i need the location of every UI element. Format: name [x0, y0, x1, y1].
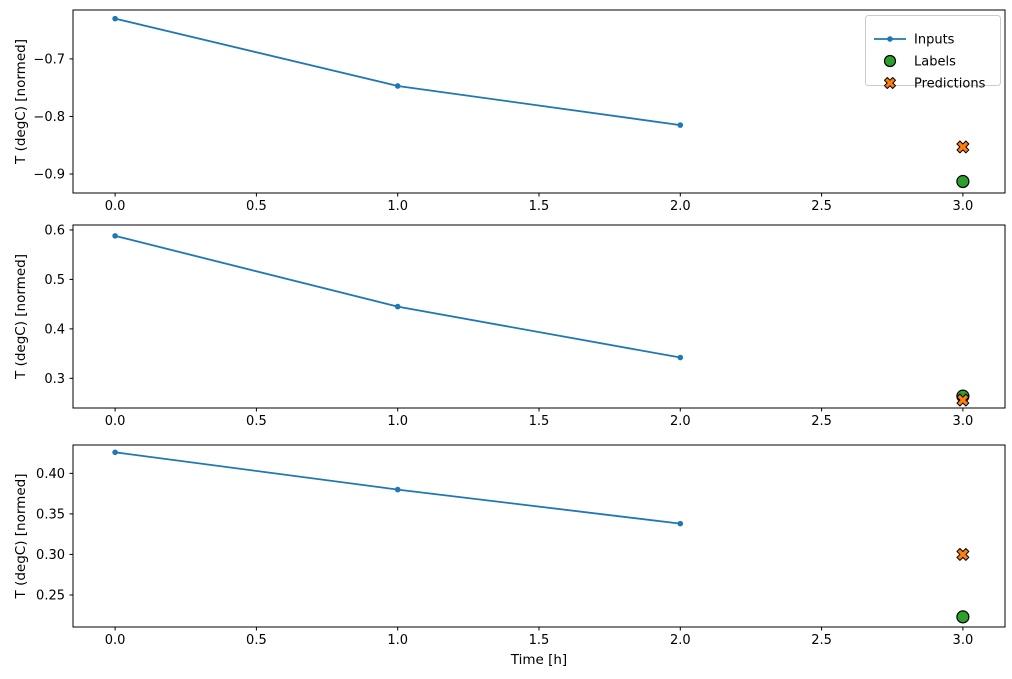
x-tick-label: 1.0 — [387, 199, 408, 214]
inputs-point-marker — [677, 520, 684, 527]
legend: Inputs Labels Predictions — [865, 15, 1001, 92]
y-tick-label: 0.40 — [36, 467, 65, 482]
y-tick-label: 0.3 — [44, 372, 65, 387]
y-tick-label: −0.8 — [33, 110, 65, 125]
x-tick-label: 0.0 — [105, 633, 126, 648]
legend-item-label: Predictions — [914, 77, 986, 92]
inputs-point-marker — [394, 303, 401, 310]
x-tick-label: 0.0 — [105, 414, 126, 429]
y-tick-label: 0.25 — [36, 588, 65, 603]
inputs-line — [114, 235, 681, 359]
y-axis-label: T (degC) [normed] — [13, 254, 29, 380]
inputs-point-marker — [112, 15, 118, 22]
y-axis-label: T (degC) [normed] — [13, 39, 29, 165]
inputs-point-marker — [112, 449, 118, 456]
axes-frame — [72, 444, 1006, 628]
x-tick-label: 3.0 — [953, 199, 974, 214]
x-tick-label: 2.0 — [670, 414, 691, 429]
x-tick-label: 3.0 — [953, 414, 974, 429]
subplot-bottom: 0.0 0.5 1.0 1.5 2.0 2.5 3.0 0.25 0.30 0.35 0.40 T (… — [13, 444, 1006, 668]
y-tick-label: 0.6 — [44, 223, 65, 238]
y-tick-label: −0.7 — [33, 52, 65, 67]
x-tick-label: 3.0 — [953, 633, 974, 648]
y-axis-label: T (degC) [normed] — [13, 474, 29, 600]
legend-box — [865, 15, 1001, 86]
legend-item-label: Labels — [914, 55, 956, 70]
x-tick-label: 0.5 — [246, 199, 267, 214]
x-tick-label: 1.0 — [387, 633, 408, 648]
inputs-line — [114, 17, 681, 126]
x-tick-label: 2.5 — [811, 414, 832, 429]
labels-marker — [956, 174, 970, 189]
labels-marker — [956, 610, 970, 624]
inputs-point-marker — [394, 83, 401, 89]
x-tick-label: 1.0 — [387, 414, 408, 429]
x-tick-label: 2.5 — [811, 633, 832, 648]
y-tick-label: 0.30 — [36, 548, 65, 563]
x-tick-label: 0.5 — [246, 414, 267, 429]
y-tick-label: 0.4 — [44, 322, 65, 337]
inputs-point-marker — [112, 233, 118, 239]
x-tick-label: 0.5 — [246, 633, 267, 648]
x-tick-label: 2.0 — [670, 633, 691, 648]
legend-predictions-x-sample — [883, 76, 897, 90]
predictions-marker — [956, 140, 970, 154]
x-tick-label: 1.5 — [529, 633, 550, 648]
y-tick-label: 0.35 — [36, 507, 65, 522]
legend-item-label: Inputs — [914, 33, 955, 48]
inputs-point-marker — [677, 122, 684, 128]
x-tick-label: 2.5 — [811, 199, 832, 214]
legend-labels-circle-sample — [883, 54, 897, 68]
inputs-point-marker — [394, 486, 401, 493]
inputs-point-marker — [677, 354, 684, 361]
predictions-marker — [956, 393, 970, 407]
axes-frame — [72, 224, 1006, 409]
y-tick-label: 0.5 — [44, 273, 65, 288]
y-tick-label: −0.9 — [33, 168, 65, 183]
x-tick-label: 1.5 — [529, 414, 550, 429]
subplot-middle: 0.0 0.5 1.0 1.5 2.0 2.5 3.0 0.3 0.4 0.5 0.6 T (degC… — [13, 223, 1006, 429]
x-tick-label: 0.0 — [105, 199, 126, 214]
legend-inputs-dot-sample — [887, 36, 893, 42]
subplot-top: 0.0 0.5 1.0 1.5 2.0 2.5 3.0 −0.7 −0.8 −0.9 T (degC… — [13, 9, 1006, 214]
x-tick-label: 2.0 — [670, 199, 691, 214]
x-axis-label: Time [h] — [510, 652, 567, 668]
predictions-marker — [956, 548, 970, 561]
x-tick-label: 1.5 — [529, 199, 550, 214]
